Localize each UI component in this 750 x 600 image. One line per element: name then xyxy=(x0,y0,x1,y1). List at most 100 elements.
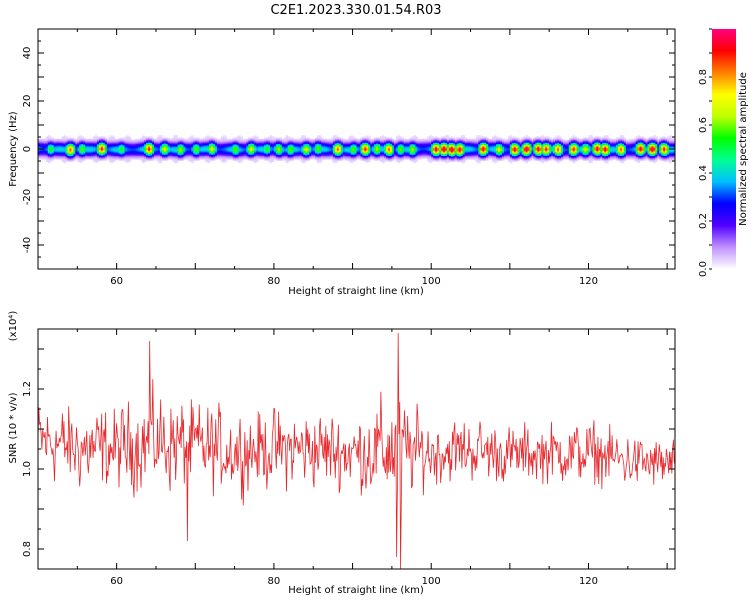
heatmap-cell xyxy=(211,152,214,154)
heatmap-cell xyxy=(334,161,338,164)
heatmap-cell xyxy=(49,141,53,143)
heatmap-cell xyxy=(148,147,151,149)
heatmap-cell xyxy=(154,156,157,159)
heatmap-cell xyxy=(360,153,363,155)
heatmap-cell xyxy=(523,149,526,152)
heatmap-cell xyxy=(317,138,320,141)
heatmap-cell xyxy=(91,146,94,148)
heatmap-cell xyxy=(218,147,222,149)
heatmap-cell xyxy=(47,161,51,164)
heatmap-cell xyxy=(264,148,267,150)
heatmap-cell xyxy=(224,138,228,141)
heatmap-cell xyxy=(191,147,194,149)
heatmap-cell xyxy=(124,141,127,143)
heatmap-cell xyxy=(250,159,253,161)
heatmap-cell xyxy=(517,153,521,155)
heatmap-cell xyxy=(91,148,94,150)
heatmap-cell xyxy=(372,149,375,152)
heatmap-cell xyxy=(460,149,464,152)
heatmap-cell xyxy=(258,148,261,150)
heatmap-cell xyxy=(423,147,426,149)
heatmap-cell xyxy=(89,148,92,150)
heatmap-cell xyxy=(181,144,184,147)
heatmap-cell xyxy=(226,138,230,141)
heatmap-cell xyxy=(79,156,82,159)
heatmap-cell xyxy=(488,148,491,150)
heatmap-cell xyxy=(311,154,314,156)
heatmap-cell xyxy=(358,142,361,144)
heatmap-cell xyxy=(328,138,332,141)
heatmap-cell xyxy=(319,159,322,161)
heatmap-cell xyxy=(209,159,212,161)
heatmap-cell xyxy=(43,143,47,146)
heatmap-cell xyxy=(462,148,466,150)
heatmap-cell xyxy=(83,138,86,141)
heatmap-cell xyxy=(403,143,407,146)
heatmap-cell xyxy=(480,155,483,158)
heatmap-cell xyxy=(234,155,237,158)
heatmap-cell xyxy=(472,141,475,143)
heatmap-cell xyxy=(366,144,369,147)
heatmap-cell xyxy=(380,155,383,158)
heatmap-cell xyxy=(492,148,495,150)
heatmap-cell xyxy=(446,152,450,154)
heatmap-cell xyxy=(464,149,467,152)
heatmap-cell xyxy=(299,138,302,141)
heatmap-cell xyxy=(517,149,521,152)
heatmap-cell xyxy=(211,148,214,150)
heatmap-cell xyxy=(171,141,175,143)
heatmap-cell xyxy=(175,161,178,164)
heatmap-cell xyxy=(474,149,477,152)
heatmap-cell xyxy=(476,150,479,153)
heatmap-cell xyxy=(51,140,55,142)
heatmap-cell xyxy=(415,153,418,155)
heatmap-cell xyxy=(501,150,505,153)
heatmap-cell xyxy=(301,147,304,149)
heatmap-cell xyxy=(218,143,222,146)
heatmap-cell xyxy=(321,149,324,152)
heatmap-cell xyxy=(246,142,249,144)
heatmap-cell xyxy=(203,141,206,143)
heatmap-cell xyxy=(472,152,475,154)
heatmap-cell xyxy=(128,140,131,142)
heatmap-cell xyxy=(271,146,275,148)
heatmap-cell xyxy=(203,149,206,152)
heatmap-cell xyxy=(358,156,361,159)
heatmap-cell xyxy=(197,152,200,154)
heatmap-cell xyxy=(366,137,369,140)
heatmap-cell xyxy=(51,156,55,159)
heatmap-cell xyxy=(387,149,391,152)
heatmap-cell xyxy=(454,142,458,144)
heatmap-cell xyxy=(385,137,389,140)
heatmap-cell xyxy=(264,143,267,146)
heatmap-cell xyxy=(307,142,310,144)
heatmap-cell xyxy=(494,141,497,143)
heatmap-cell xyxy=(134,158,137,160)
heatmap-cell xyxy=(391,150,395,153)
heatmap-cell xyxy=(207,143,210,146)
heatmap-cell xyxy=(51,149,55,152)
heatmap-cell xyxy=(505,147,509,149)
heatmap-cell xyxy=(511,149,515,152)
heatmap-cell xyxy=(185,154,188,156)
heatmap-cell xyxy=(354,154,357,156)
heatmap-cell xyxy=(55,138,59,141)
heatmap-cell xyxy=(452,147,456,149)
heatmap-cell xyxy=(352,144,355,147)
heatmap-cell xyxy=(51,141,55,143)
heatmap-cell xyxy=(374,156,377,159)
heatmap-cell xyxy=(403,158,407,160)
heatmap-cell xyxy=(317,152,320,154)
heatmap-cell xyxy=(421,154,424,156)
heatmap-cell xyxy=(193,150,196,153)
heatmap-cell xyxy=(83,144,86,147)
heatmap-cell xyxy=(271,155,275,158)
heatmap-cell xyxy=(435,137,438,140)
heatmap-cell xyxy=(474,153,477,155)
heatmap-cell xyxy=(205,141,208,143)
heatmap-cell xyxy=(454,158,458,160)
heatmap-cell xyxy=(118,156,121,159)
heatmap-cell xyxy=(228,158,232,160)
heatmap-cell xyxy=(195,155,198,158)
heatmap-cell xyxy=(183,153,186,155)
